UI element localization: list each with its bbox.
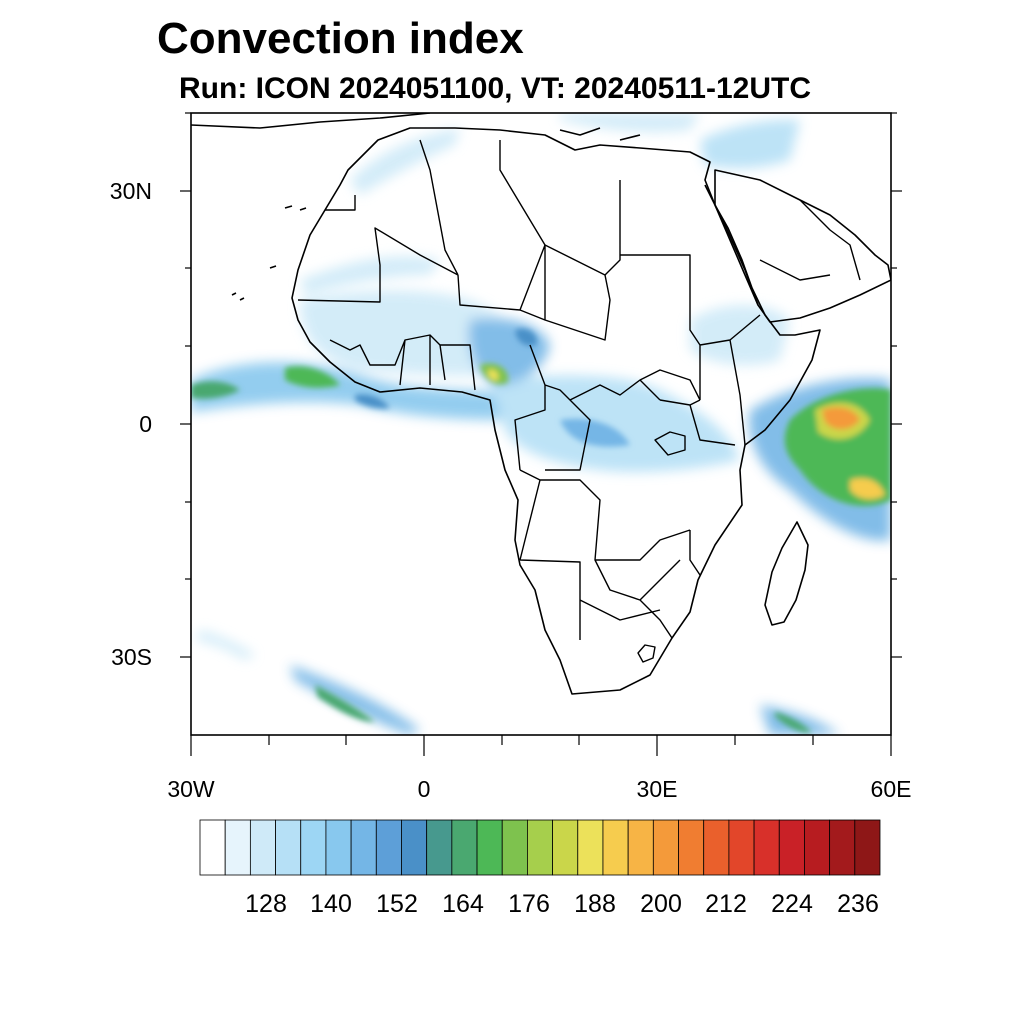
- colorbar-swatch: [249, 819, 276, 876]
- lon-label-0: 0: [418, 776, 431, 802]
- colorbar: [199, 819, 881, 876]
- congo-area: [490, 375, 740, 472]
- country-borders: [297, 139, 861, 663]
- west-africa-borders: [329, 334, 476, 391]
- lake-victoria: [654, 431, 686, 456]
- colorbar-swatch: [426, 819, 453, 876]
- itcz-core-3: [355, 394, 390, 409]
- sw-indian-front: [760, 705, 840, 735]
- itcz-core: [191, 381, 240, 399]
- east-africa-borders: [620, 254, 761, 446]
- colorbar-swatch: [703, 819, 730, 876]
- colorbar-label: 200: [640, 890, 682, 918]
- colorbar-swatch: [401, 819, 428, 876]
- colorbar-swatch: [375, 819, 402, 876]
- colorbar-label: 188: [574, 890, 616, 918]
- colorbar-swatch: [501, 819, 528, 876]
- north-africa-band: [350, 128, 460, 195]
- lon-label-30e: 30E: [637, 776, 678, 802]
- axis-ticks: [180, 112, 902, 756]
- africa-coastline: [291, 127, 821, 695]
- colorbar-label: 236: [837, 890, 879, 918]
- southern-africa-borders: [519, 469, 701, 640]
- colorbar-swatch: [728, 819, 755, 876]
- chart-title: Convection index: [157, 14, 524, 63]
- colorbar-label: 176: [508, 890, 550, 918]
- colorbar-swatch: [325, 819, 352, 876]
- sw-indian-core: [775, 712, 812, 733]
- colorbar-swatch: [678, 819, 705, 876]
- sahara-streaks: [300, 256, 440, 295]
- south-atlantic-front: [290, 665, 420, 735]
- arabian-peninsula: [714, 169, 891, 323]
- cape-verde: [231, 292, 245, 301]
- nigeria-hotspot: [487, 369, 499, 381]
- lat-label-30n: 30N: [110, 178, 152, 204]
- canary-islands: [269, 205, 307, 269]
- indian-core-orange: [822, 407, 860, 430]
- red-sea: [704, 184, 759, 306]
- itcz-core-2: [285, 366, 340, 388]
- chart-subtitle: Run: ICON 2024051100, VT: 20240511-12UTC: [179, 72, 812, 105]
- convection-field: [191, 113, 891, 735]
- central-africa-borders: [514, 344, 701, 471]
- colorbar-label: 164: [442, 890, 484, 918]
- colorbar-swatch: [627, 819, 654, 876]
- colorbar-swatch: [602, 819, 629, 876]
- arabia-area: [700, 119, 800, 169]
- lat-label-0: 0: [139, 411, 152, 437]
- colorbar-swatch: [552, 819, 579, 876]
- colorbar-swatch: [652, 819, 679, 876]
- lat-label-30s: 30S: [111, 644, 152, 670]
- colorbar-swatch: [778, 819, 805, 876]
- colorbar-label: 128: [245, 890, 287, 918]
- colorbar-swatch: [829, 819, 856, 876]
- maghreb-borders: [325, 139, 621, 276]
- cameroon-core: [515, 328, 537, 346]
- madagascar: [764, 521, 809, 626]
- europe-coast: [191, 113, 431, 129]
- colorbar-labels: 128 140 152 164 176 188 200 212 224 236: [245, 890, 879, 918]
- colorbar-label: 140: [310, 890, 352, 918]
- arabia-borders: [759, 199, 861, 281]
- lon-label-30w: 30W: [167, 776, 215, 802]
- colorbar-swatch: [350, 819, 377, 876]
- itcz-band: [191, 362, 510, 420]
- sahel-borders: [297, 227, 611, 341]
- indian-core-south: [850, 478, 885, 500]
- colorbar-swatch: [199, 819, 226, 876]
- colorbar-label: 212: [705, 890, 747, 918]
- saf-core: [315, 685, 375, 722]
- colorbar-swatch: [300, 819, 327, 876]
- mediterranean-islands: [559, 127, 641, 141]
- colorbar-label: 224: [771, 890, 813, 918]
- colorbar-swatch: [753, 819, 780, 876]
- colorbar-swatch: [275, 819, 302, 876]
- colorbar-swatch: [527, 819, 553, 876]
- colorbar-swatch: [476, 819, 503, 876]
- colorbar-label: 152: [376, 890, 418, 918]
- colorbar-swatch: [577, 819, 604, 876]
- congo-core: [560, 418, 630, 447]
- colorbar-swatch: [224, 819, 251, 876]
- colorbar-swatch: [451, 819, 478, 876]
- mediterranean-area: [560, 113, 700, 132]
- colorbar-swatch: [854, 819, 881, 876]
- lesotho: [637, 644, 656, 663]
- sw-atlantic-wisp: [195, 630, 255, 660]
- lon-label-60e: 60E: [871, 776, 912, 802]
- coastlines: [191, 113, 891, 695]
- colorbar-swatch: [804, 819, 831, 876]
- ethiopia-area: [690, 305, 790, 366]
